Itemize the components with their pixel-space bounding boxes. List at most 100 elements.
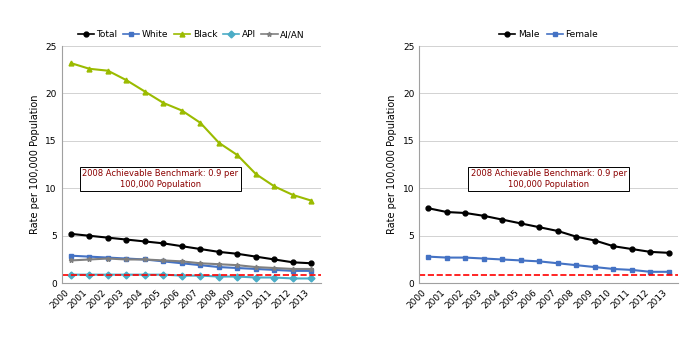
Line: AI/AN: AI/AN <box>68 256 314 272</box>
Total <box>215 250 223 254</box>
Female <box>609 267 617 271</box>
API <box>234 274 242 279</box>
Y-axis label: Rate per 100,000 Population: Rate per 100,000 Population <box>29 95 40 234</box>
Legend: Total, White, Black, API, AI/AN: Total, White, Black, API, AI/AN <box>77 30 305 39</box>
Black <box>234 153 242 157</box>
Female <box>646 270 654 274</box>
Black <box>252 172 260 176</box>
Female <box>461 256 469 260</box>
AI/AN <box>123 257 131 262</box>
Total <box>123 238 131 242</box>
API <box>104 273 112 277</box>
Black <box>141 90 149 94</box>
Black <box>86 67 94 71</box>
Male <box>609 244 617 248</box>
Line: Black: Black <box>68 61 314 203</box>
Female <box>664 270 673 274</box>
Total <box>160 241 168 245</box>
Male <box>664 251 673 255</box>
Female <box>424 255 432 259</box>
Female <box>590 265 599 269</box>
Male <box>443 210 451 214</box>
API <box>123 273 131 277</box>
Female <box>627 268 636 272</box>
Y-axis label: Rate per 100,000 Population: Rate per 100,000 Population <box>387 95 397 234</box>
Male <box>572 235 580 239</box>
Male <box>590 238 599 242</box>
AI/AN <box>234 263 242 267</box>
Male <box>479 214 488 218</box>
API <box>86 273 94 277</box>
Black <box>271 184 279 189</box>
AI/AN <box>289 267 297 271</box>
Total <box>141 239 149 244</box>
Male <box>553 229 562 233</box>
AI/AN <box>271 266 279 270</box>
API <box>308 276 316 281</box>
Text: 2008 Achievable Benchmark: 0.9 per
100,000 Population: 2008 Achievable Benchmark: 0.9 per 100,0… <box>82 169 238 189</box>
Female <box>443 256 451 260</box>
White <box>234 266 242 270</box>
API <box>289 276 297 281</box>
Total <box>289 260 297 264</box>
AI/AN <box>67 258 75 263</box>
Total <box>67 232 75 236</box>
API <box>160 273 168 277</box>
Line: Male: Male <box>426 206 671 255</box>
Black <box>197 121 205 125</box>
White <box>252 267 260 271</box>
Total <box>178 244 186 248</box>
AI/AN <box>160 258 168 263</box>
White <box>141 257 149 262</box>
API <box>197 274 205 278</box>
Black <box>178 108 186 113</box>
Text: 2008 Achievable Benchmark: 0.9 per
100,000 Population: 2008 Achievable Benchmark: 0.9 per 100,0… <box>471 169 627 189</box>
Female <box>498 257 506 262</box>
White <box>123 256 131 261</box>
AI/AN <box>104 256 112 261</box>
Male <box>646 250 654 254</box>
Total <box>271 257 279 262</box>
White <box>160 259 168 263</box>
White <box>197 263 205 267</box>
API <box>252 275 260 280</box>
Male <box>535 225 543 229</box>
Line: Female: Female <box>426 254 671 274</box>
Line: White: White <box>68 253 314 273</box>
Total <box>308 261 316 266</box>
Female <box>553 261 562 266</box>
Total <box>234 252 242 256</box>
White <box>86 255 94 259</box>
Black <box>104 69 112 73</box>
Female <box>535 259 543 263</box>
AI/AN <box>178 259 186 263</box>
Total <box>104 235 112 240</box>
White <box>104 256 112 260</box>
Total <box>252 255 260 259</box>
Total <box>86 234 94 238</box>
Male <box>424 206 432 210</box>
White <box>289 269 297 273</box>
AI/AN <box>252 265 260 269</box>
AI/AN <box>308 267 316 271</box>
API <box>67 273 75 277</box>
Legend: Male, Female: Male, Female <box>499 30 598 39</box>
White <box>308 269 316 273</box>
Female <box>516 258 525 263</box>
API <box>141 273 149 277</box>
AI/AN <box>141 257 149 262</box>
AI/AN <box>215 262 223 266</box>
White <box>67 253 75 258</box>
Black <box>160 101 168 105</box>
Male <box>627 247 636 251</box>
Total <box>197 247 205 251</box>
Male <box>498 217 506 222</box>
Black <box>67 61 75 65</box>
Female <box>479 256 488 261</box>
Male <box>461 211 469 215</box>
White <box>178 261 186 266</box>
API <box>271 275 279 280</box>
White <box>215 265 223 269</box>
API <box>178 274 186 278</box>
API <box>215 274 223 279</box>
